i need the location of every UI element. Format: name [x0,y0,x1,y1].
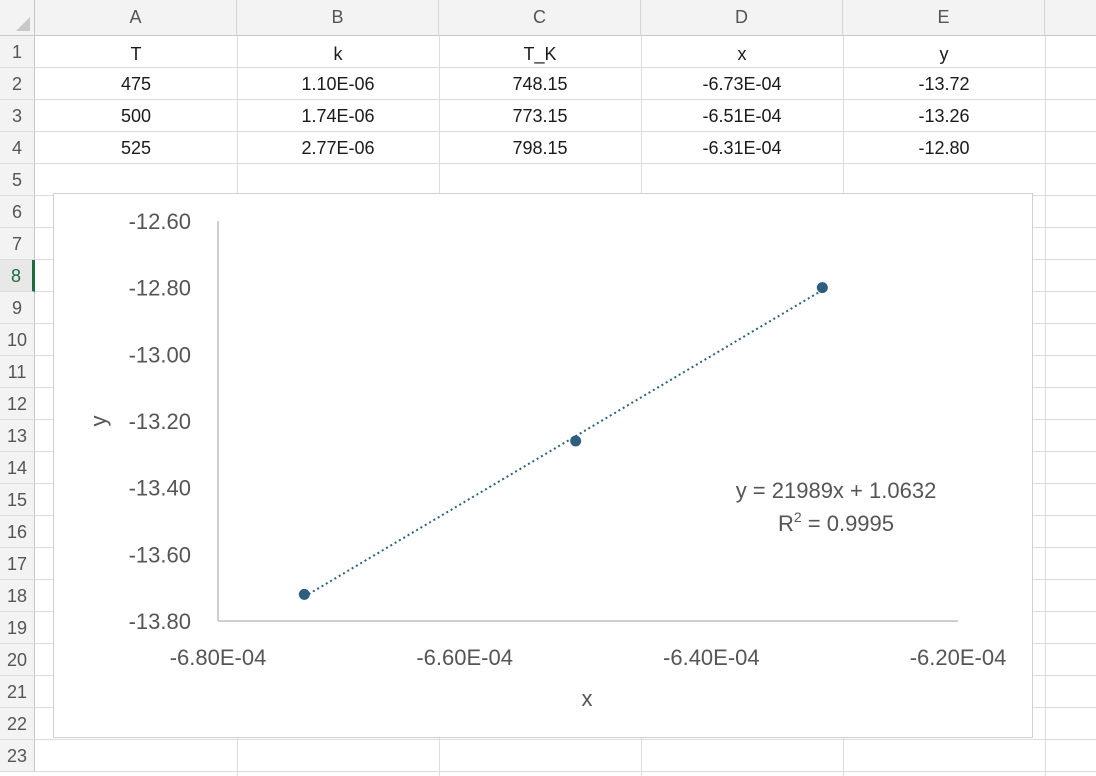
scatter-chart[interactable]: -12.60 -12.80 -13.00 -13.20 -13.40 -13.60 -13.… [53,193,1033,738]
x-tick-label: -6.40E-04 [663,645,760,670]
y-tick-label: -13.20 [129,409,191,434]
y-tick-label: -13.80 [129,609,191,634]
y-tick-label: -12.60 [129,209,191,234]
row-header-12[interactable]: 12 [0,388,35,420]
row-header-15[interactable]: 15 [0,484,35,516]
row-header-7[interactable]: 7 [0,228,35,260]
data-cell[interactable]: -13.26 [918,106,970,126]
r-squared-value: = 0.9995 [802,511,894,536]
data-cell[interactable]: 773.15 [512,106,568,126]
grid-line [35,67,1096,68]
trendline-equation: y = 21989x + 1.0632 [736,478,937,503]
r-squared-label: R2 = 0.9995 [778,509,894,536]
row-header-4[interactable]: 4 [0,132,35,164]
trendline [303,289,823,598]
row-header-11[interactable]: 11 [0,356,35,388]
grid-line [1045,36,1046,776]
grid-line [35,131,1096,132]
grid-line [35,99,1096,100]
header-cell[interactable]: x [737,44,747,64]
row-header-9[interactable]: 9 [0,292,35,324]
select-all-corner[interactable] [0,0,35,36]
data-cell[interactable]: 475 [120,74,152,94]
data-cell[interactable]: -12.80 [918,138,970,158]
row-header-23[interactable]: 23 [0,740,35,772]
column-header-a[interactable]: A [35,0,237,36]
x-tick-labels: -6.80E-04 -6.60E-04 -6.40E-04 -6.20E-04 [170,645,1007,670]
data-point[interactable] [816,282,828,294]
r-squared-symbol: R [778,511,794,536]
data-cell[interactable]: 500 [120,106,152,126]
data-cell[interactable]: -6.73E-04 [702,74,782,94]
row-header-19[interactable]: 19 [0,612,35,644]
header-cell[interactable]: T [130,44,142,64]
select-all-triangle-icon [16,17,30,31]
data-cell[interactable]: 525 [120,138,152,158]
column-header-c[interactable]: C [439,0,641,36]
y-tick-label: -12.80 [129,276,191,301]
row-header-13[interactable]: 13 [0,420,35,452]
data-cell[interactable]: -6.51E-04 [702,106,782,126]
grid-line [35,771,1096,772]
y-axis-title: y [86,416,111,427]
x-tick-label: -6.60E-04 [416,645,513,670]
row-header-18[interactable]: 18 [0,580,35,612]
data-cell[interactable]: 798.15 [512,138,568,158]
data-points [298,282,828,600]
data-cell[interactable]: -13.72 [918,74,970,94]
y-tick-label: -13.60 [129,542,191,567]
header-cell[interactable]: k [333,44,343,64]
header-cell[interactable]: y [939,44,949,64]
column-header-d[interactable]: D [641,0,843,36]
y-tick-label: -13.40 [129,476,191,501]
row-header-8[interactable]: 8 [0,260,35,292]
row-header-10[interactable]: 10 [0,324,35,356]
header-cell[interactable]: T_K [523,44,557,64]
x-tick-label: -6.20E-04 [910,645,1007,670]
y-tick-labels: -12.60 -12.80 -13.00 -13.20 -13.40 -13.60 -13.… [129,209,191,634]
row-header-22[interactable]: 22 [0,708,35,740]
data-point[interactable] [298,588,310,600]
data-cell[interactable]: 1.74E-06 [301,106,375,126]
y-tick-label: -13.00 [129,342,191,367]
column-header-e[interactable]: E [843,0,1045,36]
row-header-5[interactable]: 5 [0,164,35,196]
data-point[interactable] [570,435,582,447]
data-cell[interactable]: 2.77E-06 [301,138,375,158]
row-header-1[interactable]: 1 [0,36,35,68]
row-header-2[interactable]: 2 [0,68,35,100]
data-cell[interactable]: -6.31E-04 [702,138,782,158]
row-header-14[interactable]: 14 [0,452,35,484]
row-header-3[interactable]: 3 [0,100,35,132]
x-axis-title: x [582,686,593,711]
data-cell[interactable]: 1.10E-06 [301,74,375,94]
row-header-20[interactable]: 20 [0,644,35,676]
chart-plot: -12.60 -12.80 -13.00 -13.20 -13.40 -13.60 -13.… [86,209,1007,711]
x-tick-label: -6.80E-04 [170,645,267,670]
r-squared-superscript: 2 [794,509,802,525]
column-header-b[interactable]: B [237,0,439,36]
data-cell[interactable]: 748.15 [512,74,568,94]
row-header-21[interactable]: 21 [0,676,35,708]
grid-line [35,163,1096,164]
column-header-f[interactable] [1045,0,1096,36]
row-header-17[interactable]: 17 [0,548,35,580]
row-header-6[interactable]: 6 [0,196,35,228]
row-header-16[interactable]: 16 [0,516,35,548]
grid-line [35,739,1096,740]
